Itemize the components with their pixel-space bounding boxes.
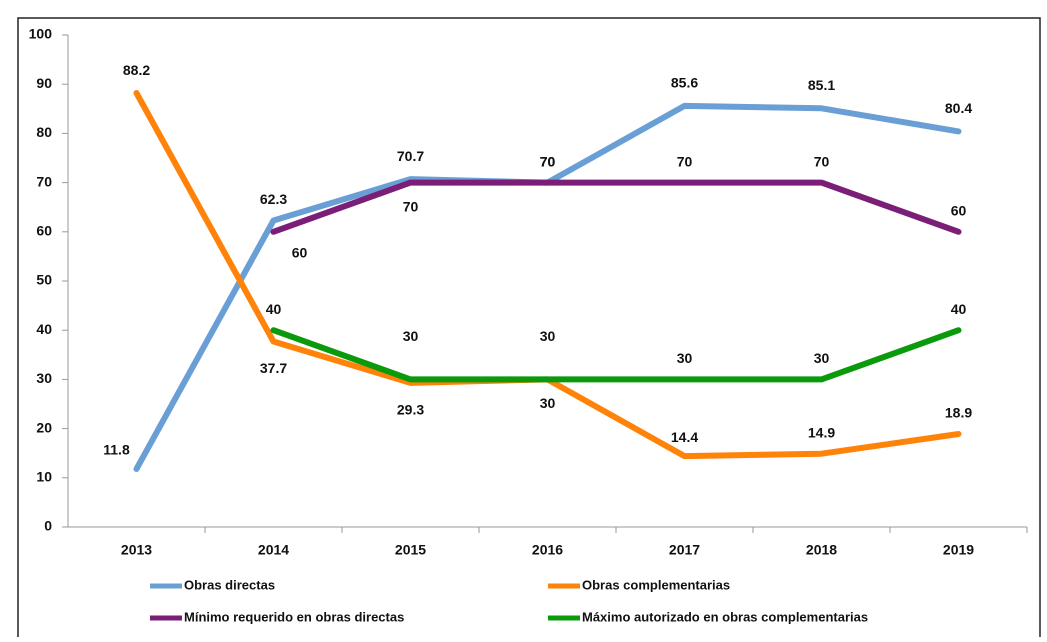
legend-label: Mínimo requerido en obras directas <box>184 609 404 624</box>
data-label: 85.1 <box>808 77 835 93</box>
data-label: 70 <box>540 153 556 169</box>
y-tick-label: 70 <box>36 173 52 189</box>
x-tick-label: 2019 <box>943 542 974 558</box>
x-tick-label: 2018 <box>806 542 837 558</box>
data-label: 62.3 <box>260 191 287 207</box>
series-line <box>270 179 962 235</box>
y-tick-label: 100 <box>29 26 53 42</box>
data-label: 29.3 <box>397 402 424 418</box>
x-tick-label: 2014 <box>258 542 289 558</box>
y-tick-label: 30 <box>36 370 52 386</box>
data-label: 30 <box>814 350 830 366</box>
data-label: 70.7 <box>397 148 424 164</box>
data-label: 30 <box>540 328 556 344</box>
data-label: 30 <box>403 328 419 344</box>
y-tick-label: 60 <box>36 223 52 239</box>
data-label: 88.2 <box>123 62 150 78</box>
data-label: 14.4 <box>671 429 698 445</box>
data-label: 70 <box>403 198 419 214</box>
x-tick-label: 2013 <box>121 542 152 558</box>
legend-label: Obras complementarias <box>582 577 730 592</box>
y-tick-label: 20 <box>36 419 52 435</box>
y-tick-label: 10 <box>36 469 52 485</box>
data-label: 30 <box>540 395 556 411</box>
data-label: 60 <box>951 203 967 219</box>
x-tick-label: 2017 <box>669 542 700 558</box>
series-line <box>270 327 962 383</box>
data-label: 18.9 <box>945 405 972 421</box>
data-label: 37.7 <box>260 360 287 376</box>
y-tick-label: 90 <box>36 75 52 91</box>
data-label: 11.8 <box>103 442 130 458</box>
data-label: 40 <box>266 301 282 317</box>
data-label: 70 <box>677 153 693 169</box>
y-tick-label: 80 <box>36 124 52 140</box>
x-tick-label: 2016 <box>532 542 563 558</box>
data-label: 80.4 <box>945 100 972 116</box>
data-label: 85.6 <box>671 75 698 91</box>
data-label: 60 <box>292 245 308 261</box>
chart-frame <box>17 17 1041 642</box>
data-label: 30 <box>677 350 693 366</box>
data-label: 70 <box>814 153 830 169</box>
data-label: 70 <box>540 153 556 169</box>
data-label: 14.9 <box>808 424 835 440</box>
y-tick-label: 40 <box>36 321 52 337</box>
x-tick-label: 2015 <box>395 542 426 558</box>
legend-label: Obras directas <box>184 577 275 592</box>
legend-label: Máximo autorizado en obras complementari… <box>582 609 868 624</box>
y-tick-label: 50 <box>36 272 52 288</box>
data-label: 40 <box>951 301 967 317</box>
y-tick-label: 0 <box>44 518 52 534</box>
